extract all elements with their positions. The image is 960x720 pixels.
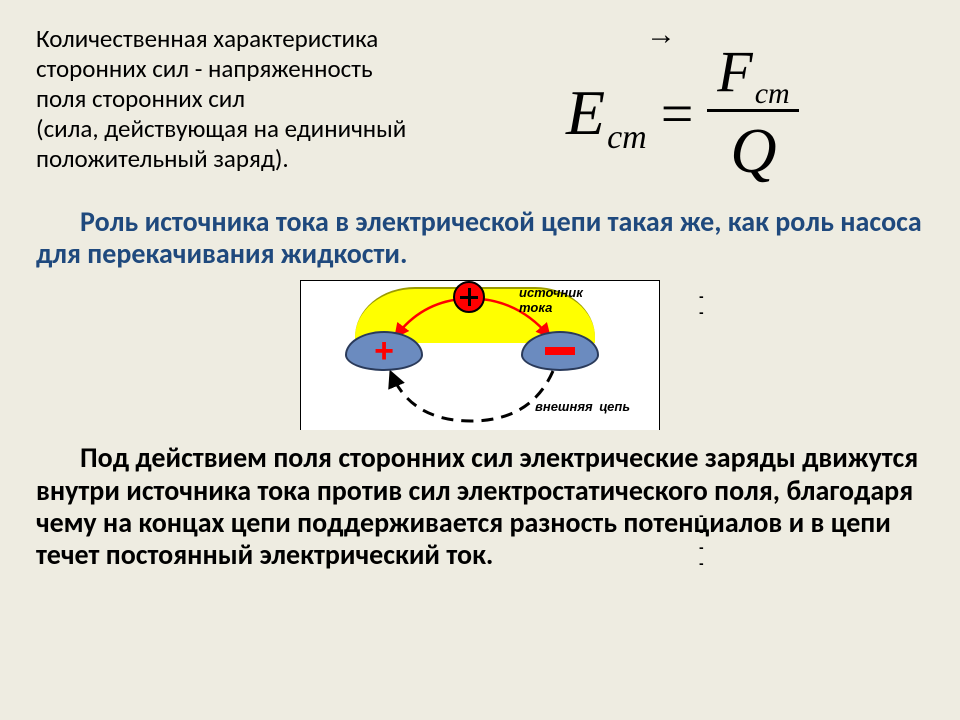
external-circuit-label: ---- внешняя цепь — [499, 399, 630, 414]
symbol-F: F — [717, 38, 752, 105]
equals-sign: = — [661, 80, 694, 147]
source-label: -- источник тока — [501, 285, 583, 315]
negative-terminal — [521, 331, 599, 371]
subscript-st: ст — [755, 77, 790, 111]
intro-line: Количественная характеристика — [36, 24, 536, 54]
intro-line: поля сторонних сил — [36, 84, 536, 114]
formula-rhs-fraction: F ст Q — [707, 38, 799, 188]
vector-arrow: → — [646, 18, 676, 52]
symbol-E: E — [566, 76, 605, 150]
formula-lhs: E ст — [566, 76, 647, 150]
intro-line: сторонних сил - напряженность — [36, 54, 536, 84]
positive-terminal: + — [345, 331, 423, 371]
minus-icon — [545, 347, 575, 355]
subscript-st: ст — [607, 119, 647, 157]
formula: → E ст = F ст Q — [536, 24, 924, 188]
circuit-diagram: -- источник тока + ---- внешняя цепь — [300, 280, 660, 430]
paragraph-explanation: Под действием поля сторонних сил электри… — [36, 442, 924, 571]
intro-line: (сила, действующая на единичный — [36, 114, 536, 144]
paragraph-analogy: Роль источника тока в электрической цепи… — [36, 206, 924, 270]
intro-line: положительный заряд). — [36, 144, 536, 174]
symbol-Q: Q — [730, 114, 776, 188]
intro-text: Количественная характеристика сторонних … — [36, 24, 536, 174]
